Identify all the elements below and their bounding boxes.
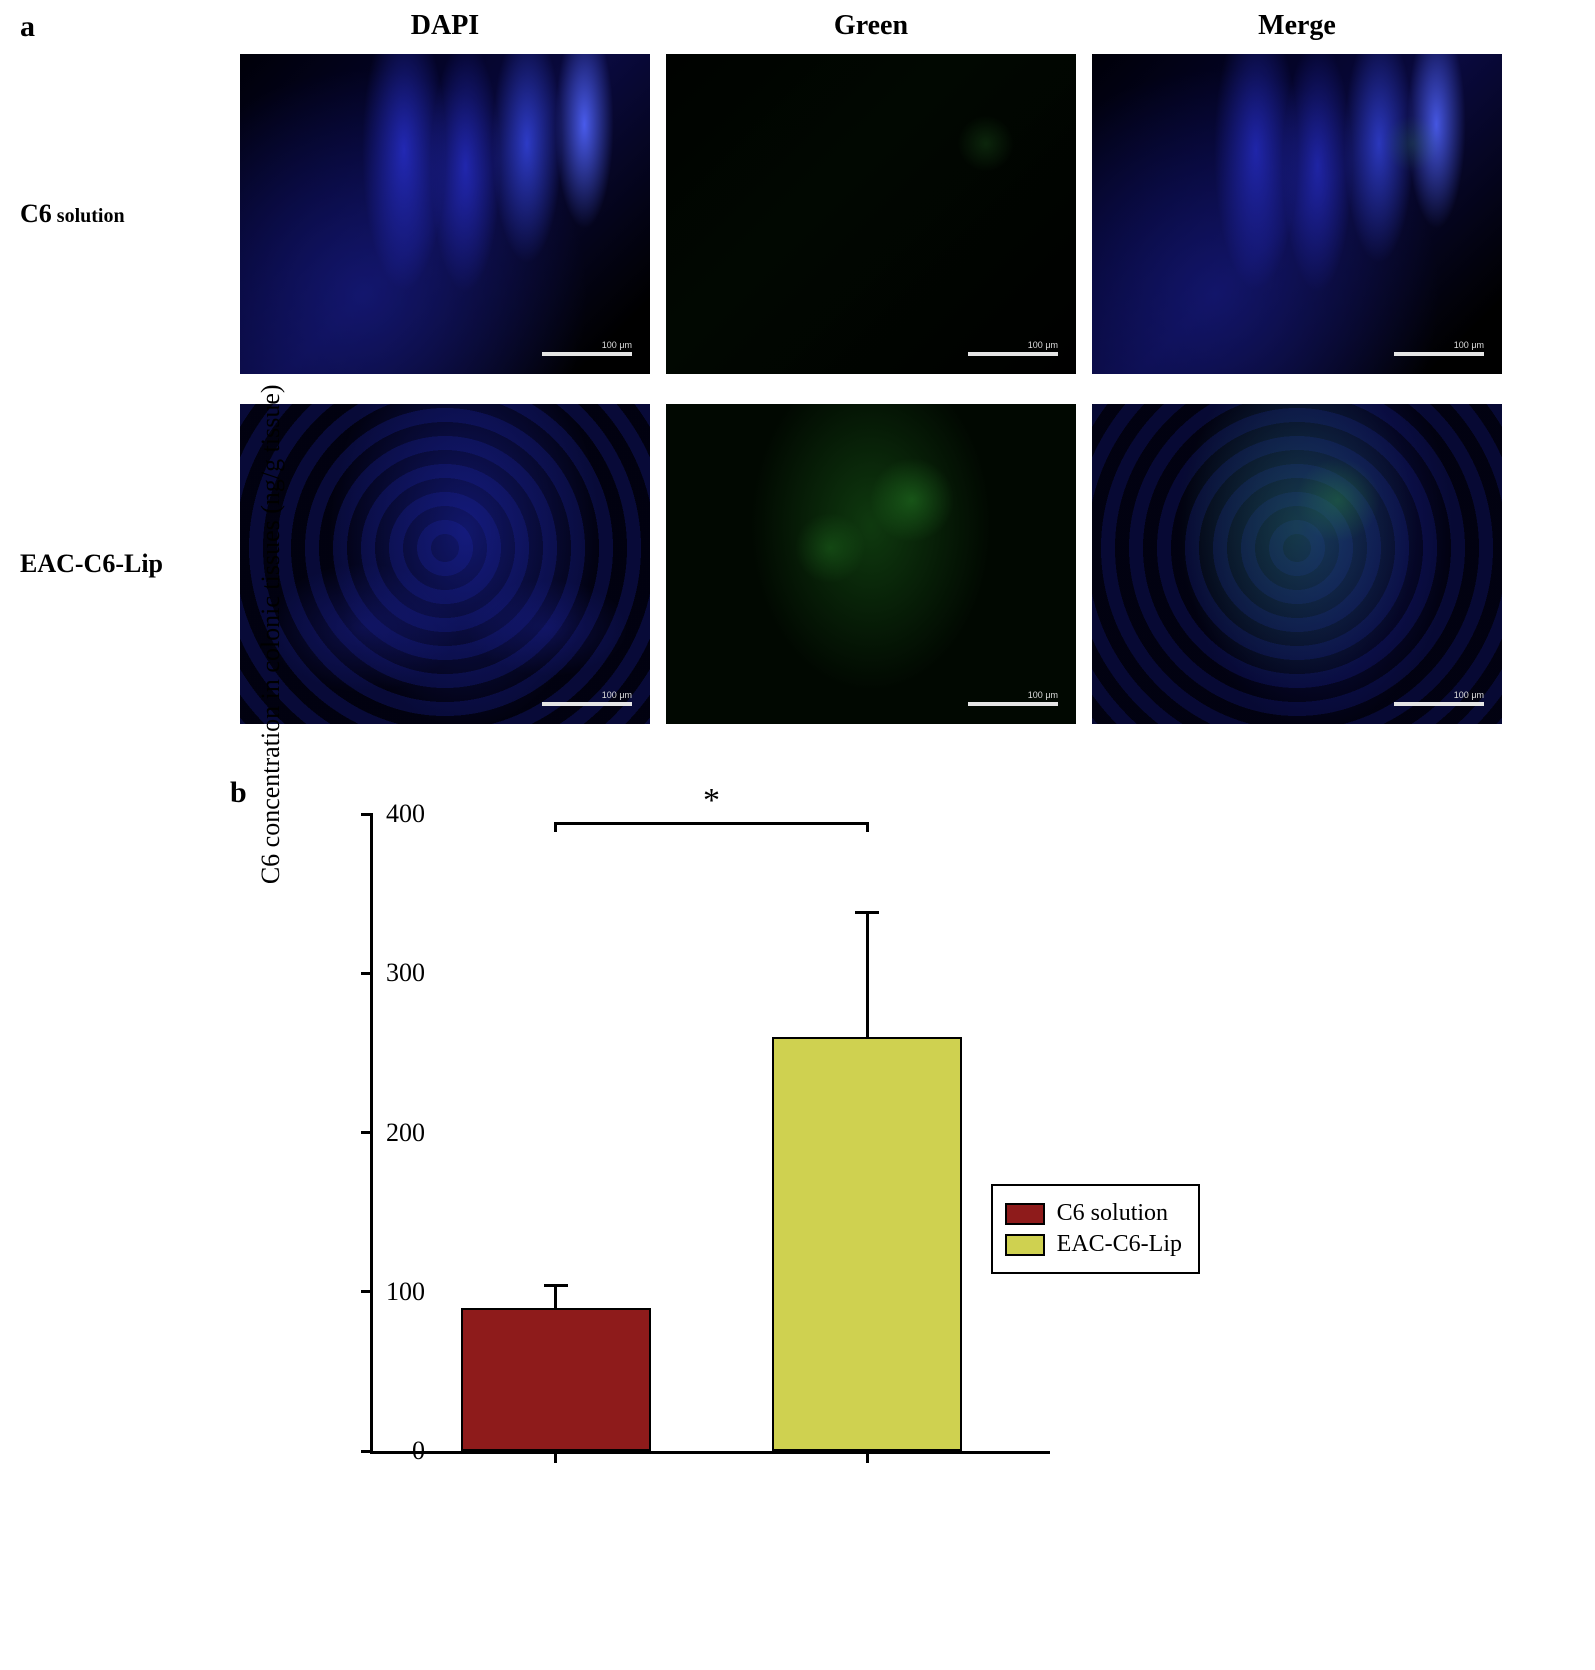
plot-area: 0100200300400*: [370, 814, 1050, 1454]
panel-b: b C6 concentration in colonic tissues (n…: [250, 794, 1575, 1534]
image-row-eac-c6-lip: EAC-C6-Lip 100 μm 100 μm 100 μm: [20, 404, 1575, 724]
y-axis-label: C6 concentration in colonic tissues (ng/…: [256, 384, 286, 884]
panel-a: a DAPI Green Merge C6 solution 100 μm 10…: [20, 10, 1575, 724]
x-tick: [866, 1451, 869, 1463]
col-header-dapi: DAPI: [240, 10, 650, 42]
errorbar-cap: [855, 911, 879, 914]
micrograph-c6-dapi: 100 μm: [240, 54, 650, 374]
y-tick-label: 300: [355, 958, 425, 988]
col-header-merge: Merge: [1092, 10, 1502, 42]
scalebar-text: 100 μm: [1028, 340, 1058, 350]
micrograph-c6-green: 100 μm: [666, 54, 1076, 374]
scalebar-text: 100 μm: [1454, 340, 1484, 350]
micrograph-c6-merge: 100 μm: [1092, 54, 1502, 374]
scalebar: [1394, 702, 1484, 706]
scalebar: [968, 702, 1058, 706]
significance-drop: [866, 822, 869, 832]
row-label-eac-c6-lip: EAC-C6-Lip: [20, 549, 240, 579]
column-headers: DAPI Green Merge: [240, 10, 1575, 42]
legend-label: C6 solution: [1057, 1200, 1168, 1227]
significance-bar: [556, 822, 867, 825]
legend-item: C6 solution: [1005, 1200, 1182, 1227]
row-label-main: EAC-C6-Lip: [20, 549, 163, 578]
figure: a DAPI Green Merge C6 solution 100 μm 10…: [20, 10, 1575, 1534]
image-row-c6-solution: C6 solution 100 μm 100 μm 100 μm: [20, 54, 1575, 374]
scalebar-text: 100 μm: [1454, 690, 1484, 700]
legend-swatch: [1005, 1203, 1045, 1225]
bar-c6-solution: [461, 1308, 651, 1451]
legend-label: EAC-C6-Lip: [1057, 1231, 1182, 1258]
scalebar: [968, 352, 1058, 356]
panel-a-label: a: [20, 10, 35, 44]
panel-b-label: b: [230, 776, 247, 810]
scalebar-text: 100 μm: [602, 340, 632, 350]
y-tick-label: 400: [355, 799, 425, 829]
y-tick-label: 200: [355, 1118, 425, 1148]
scalebar: [1394, 352, 1484, 356]
errorbar-cap: [544, 1284, 568, 1287]
y-tick-label: 0: [355, 1436, 425, 1466]
legend: C6 solution EAC-C6-Lip: [991, 1184, 1200, 1274]
errorbar-stem: [554, 1285, 557, 1307]
y-tick-label: 100: [355, 1277, 425, 1307]
micrograph-eac-green: 100 μm: [666, 404, 1076, 724]
legend-item: EAC-C6-Lip: [1005, 1231, 1182, 1258]
row-label-c6-solution: C6 solution: [20, 199, 240, 229]
scalebar: [542, 702, 632, 706]
micrograph-eac-dapi: 100 μm: [240, 404, 650, 724]
scalebar-text: 100 μm: [602, 690, 632, 700]
micrograph-eac-merge: 100 μm: [1092, 404, 1502, 724]
significance-star: *: [703, 782, 720, 820]
legend-swatch: [1005, 1234, 1045, 1256]
scalebar: [542, 352, 632, 356]
row-label-sub: solution: [52, 205, 125, 227]
scalebar-text: 100 μm: [1028, 690, 1058, 700]
x-tick: [554, 1451, 557, 1463]
significance-drop: [554, 822, 557, 832]
bar-eac-c6-lip: [772, 1037, 962, 1451]
errorbar-stem: [866, 913, 869, 1037]
row-label-main: C6: [20, 199, 52, 228]
col-header-green: Green: [666, 10, 1076, 42]
bar-chart: C6 concentration in colonic tissues (ng/…: [250, 794, 1230, 1534]
